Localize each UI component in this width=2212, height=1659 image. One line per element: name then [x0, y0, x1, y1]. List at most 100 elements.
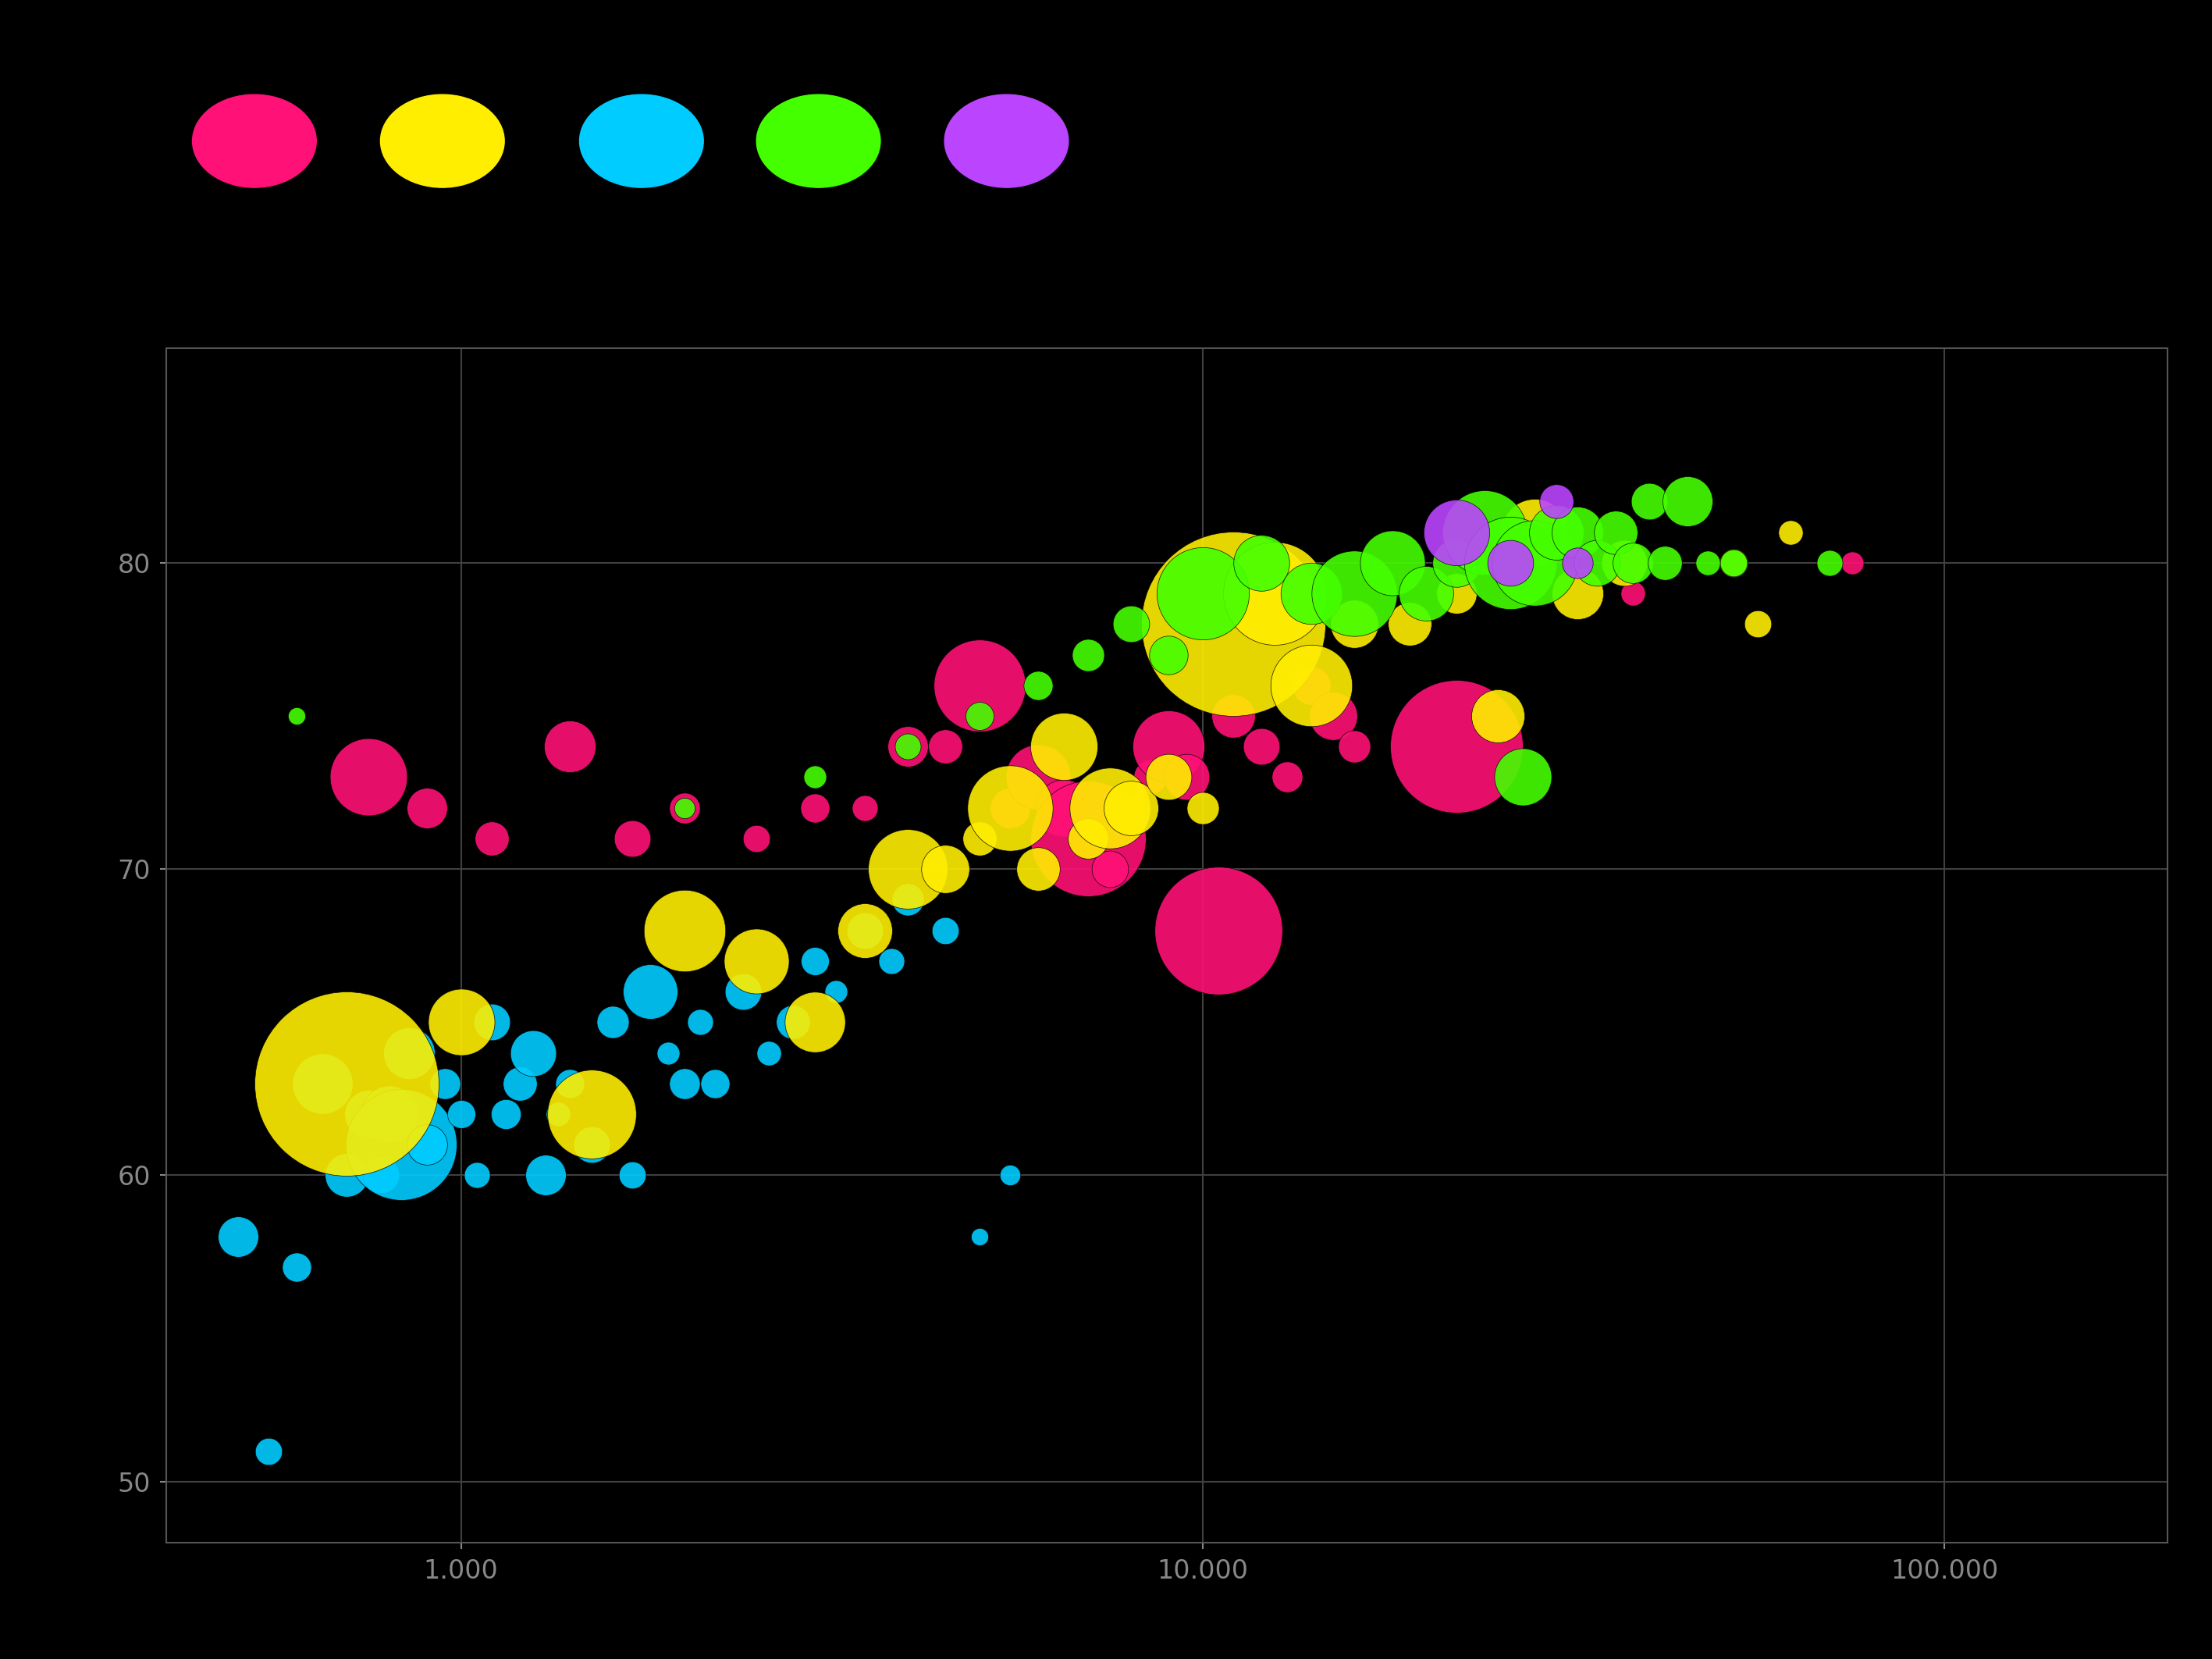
Point — [363, 1161, 398, 1188]
Point — [818, 979, 854, 1005]
Point — [1020, 672, 1055, 698]
Point — [392, 1040, 427, 1067]
Point — [1113, 795, 1148, 821]
Point — [1493, 549, 1528, 576]
Point — [847, 917, 883, 944]
Point — [1186, 795, 1221, 821]
Point — [1150, 763, 1186, 790]
Point — [1150, 642, 1186, 669]
Point — [502, 1070, 538, 1097]
Point — [460, 1161, 495, 1188]
Point — [305, 1070, 341, 1097]
Point — [615, 1161, 650, 1188]
Point — [409, 795, 445, 821]
Point — [1440, 733, 1475, 760]
Point — [442, 1009, 478, 1035]
Point — [1217, 611, 1252, 637]
Point — [1186, 581, 1221, 607]
Point — [1374, 549, 1409, 576]
Point — [1648, 549, 1683, 576]
Point — [327, 1161, 363, 1188]
Point — [473, 1009, 509, 1035]
Point — [1632, 488, 1668, 514]
Point — [489, 1102, 524, 1128]
Point — [774, 1009, 810, 1035]
Point — [1046, 733, 1082, 760]
Point — [681, 1009, 717, 1035]
Point — [1336, 733, 1371, 760]
Point — [1113, 795, 1148, 821]
Point — [1504, 763, 1540, 790]
Point — [1294, 581, 1329, 607]
Point — [1540, 519, 1575, 546]
Point — [1717, 549, 1752, 576]
Point — [847, 795, 883, 821]
Point — [874, 947, 909, 974]
Point — [1440, 581, 1475, 607]
Point — [1467, 519, 1502, 546]
Point — [962, 1223, 998, 1249]
Point — [927, 856, 962, 883]
Point — [633, 979, 668, 1005]
Point — [1579, 549, 1615, 576]
Point — [573, 1131, 608, 1158]
Point — [1670, 488, 1705, 514]
Point — [327, 1070, 363, 1097]
Point — [1559, 519, 1595, 546]
Point — [515, 1040, 551, 1067]
Point — [352, 1102, 387, 1128]
Point — [409, 1131, 445, 1158]
Point — [1270, 763, 1305, 790]
Point — [1150, 733, 1186, 760]
Point — [1517, 549, 1553, 576]
Point — [993, 795, 1029, 821]
Point — [529, 1161, 564, 1188]
Point — [739, 825, 774, 851]
Point — [1294, 672, 1329, 698]
Point — [1201, 917, 1237, 944]
Point — [993, 795, 1029, 821]
Point — [1559, 581, 1595, 607]
Point — [1294, 672, 1329, 698]
Point — [1597, 519, 1632, 546]
Point — [1615, 549, 1650, 576]
Point — [1409, 581, 1444, 607]
Point — [1020, 856, 1055, 883]
Point — [1071, 825, 1106, 851]
Point — [1615, 581, 1650, 607]
Point — [927, 733, 962, 760]
Point — [1717, 549, 1752, 576]
Point — [1559, 549, 1595, 576]
Point — [1243, 733, 1279, 760]
Point — [1606, 549, 1641, 576]
Point — [383, 1131, 418, 1158]
Point — [962, 825, 998, 851]
Point — [889, 856, 925, 883]
Point — [1243, 549, 1279, 576]
Point — [1480, 703, 1515, 730]
Point — [889, 886, 925, 912]
Point — [1517, 519, 1553, 546]
Point — [1772, 519, 1807, 546]
Point — [1440, 519, 1475, 546]
Point — [666, 917, 701, 944]
Point — [279, 703, 314, 730]
Point — [666, 795, 701, 821]
Point — [279, 1254, 314, 1281]
Point — [427, 1070, 462, 1097]
Point — [889, 733, 925, 760]
Point — [993, 1161, 1029, 1188]
Point — [1336, 611, 1371, 637]
Point — [540, 1102, 575, 1128]
Point — [1256, 581, 1292, 607]
Point — [1834, 549, 1869, 576]
Point — [551, 733, 586, 760]
Point — [1540, 488, 1575, 514]
Point — [551, 1070, 586, 1097]
Point — [752, 1040, 787, 1067]
Point — [1093, 795, 1128, 821]
Point — [1168, 763, 1203, 790]
Point — [847, 917, 883, 944]
Point — [927, 917, 962, 944]
Point — [1113, 611, 1148, 637]
